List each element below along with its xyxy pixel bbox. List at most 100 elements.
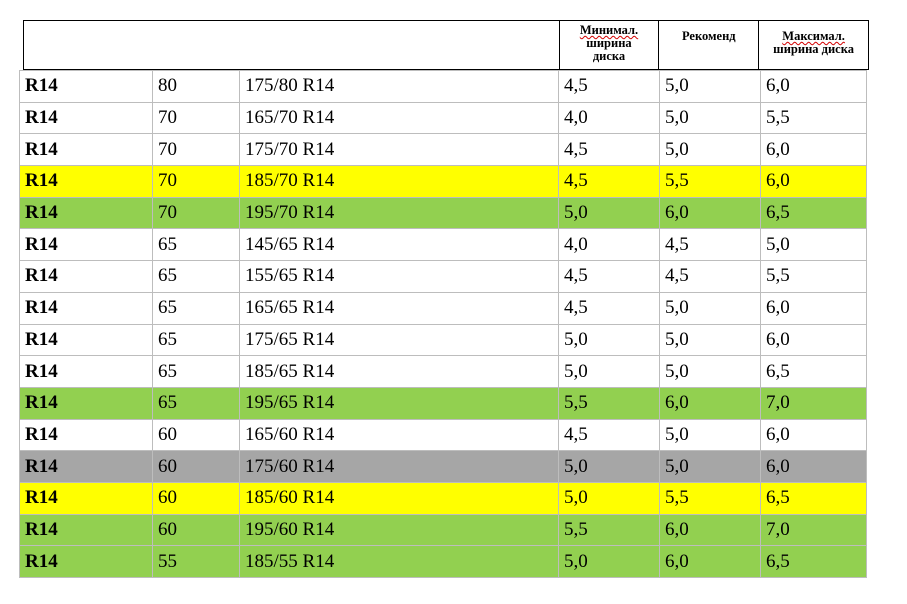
cell-rim: R14 <box>19 418 153 452</box>
cell-tire-size: 185/65 R14 <box>239 355 559 388</box>
table-row: R14 65 195/65 R14 5,5 6,0 7,0 <box>19 386 867 420</box>
cell-rim: R14 <box>19 323 153 357</box>
cell-recommended-width: 5,0 <box>659 355 761 388</box>
cell-rim: R14 <box>19 260 153 293</box>
header-min-width-line3: диска <box>592 49 626 63</box>
cell-min-width: 4,5 <box>558 133 660 167</box>
cell-recommended-width: 5,0 <box>659 291 761 325</box>
cell-recommended-width: 5,0 <box>659 450 761 483</box>
cell-min-width: 4,0 <box>558 228 660 262</box>
cell-min-width: 4,5 <box>558 418 660 452</box>
cell-rim: R14 <box>19 513 153 547</box>
cell-max-width: 7,0 <box>760 386 867 420</box>
cell-recommended-width: 5,0 <box>659 418 761 452</box>
cell-profile: 80 <box>152 70 240 103</box>
cell-recommended-width: 6,0 <box>659 386 761 420</box>
cell-max-width: 5,0 <box>760 228 867 262</box>
header-max-width: Максимал. ширина диска <box>758 20 869 70</box>
table-row: R14 60 175/60 R14 5,0 5,0 6,0 <box>19 450 867 483</box>
cell-max-width: 6,0 <box>760 323 867 357</box>
cell-max-width: 5,5 <box>760 101 867 135</box>
table-body: R14 80 175/80 R14 4,5 5,0 6,0 R14 70 165/70 R14 4… <box>19 70 867 578</box>
cell-max-width: 6,5 <box>760 355 867 388</box>
cell-max-width: 7,0 <box>760 513 867 547</box>
table-row: R14 70 195/70 R14 5,0 6,0 6,5 <box>19 196 867 230</box>
cell-tire-size: 185/70 R14 <box>239 165 559 198</box>
cell-max-width: 6,0 <box>760 70 867 103</box>
cell-rim: R14 <box>19 101 153 135</box>
cell-profile: 60 <box>152 418 240 452</box>
cell-min-width: 5,0 <box>558 196 660 230</box>
cell-min-width: 4,5 <box>558 165 660 198</box>
cell-profile: 65 <box>152 291 240 325</box>
tire-size-table: R14 80 175/80 R14 4,5 5,0 6,0 R14 70 165/70 R14 4… <box>19 70 867 578</box>
cell-recommended-width: 5,0 <box>659 323 761 357</box>
table-row: R14 60 195/60 R14 5,5 6,0 7,0 <box>19 513 867 547</box>
cell-max-width: 6,0 <box>760 418 867 452</box>
header-row: Минимал. ширина диска Рекоменд Максимал.… <box>23 20 869 70</box>
header-blank-cell <box>23 20 560 70</box>
cell-tire-size: 175/70 R14 <box>239 133 559 167</box>
header-min-width: Минимал. ширина диска <box>558 20 660 70</box>
table-row: R14 65 185/65 R14 5,0 5,0 6,5 <box>19 355 867 388</box>
cell-recommended-width: 5,0 <box>659 133 761 167</box>
cell-min-width: 5,5 <box>558 386 660 420</box>
cell-tire-size: 175/60 R14 <box>239 450 559 483</box>
table-row: R14 70 175/70 R14 4,5 5,0 6,0 <box>19 133 867 167</box>
cell-recommended-width: 5,0 <box>659 70 761 103</box>
header-max-width-line2: ширина диска <box>773 42 854 56</box>
cell-min-width: 4,0 <box>558 101 660 135</box>
cell-min-width: 4,5 <box>558 70 660 103</box>
cell-min-width: 5,0 <box>558 355 660 388</box>
header-max-width-line1: Максимал. <box>782 29 845 43</box>
table-row: R14 65 165/65 R14 4,5 5,0 6,0 <box>19 291 867 325</box>
cell-min-width: 4,5 <box>558 260 660 293</box>
table-row: R14 65 175/65 R14 5,0 5,0 6,0 <box>19 323 867 357</box>
cell-rim: R14 <box>19 291 153 325</box>
cell-recommended-width: 6,0 <box>659 513 761 547</box>
cell-tire-size: 165/70 R14 <box>239 101 559 135</box>
table-row: R14 70 185/70 R14 4,5 5,5 6,0 <box>19 165 867 198</box>
cell-min-width: 5,0 <box>558 545 660 578</box>
cell-min-width: 5,0 <box>558 481 660 515</box>
cell-rim: R14 <box>19 70 153 103</box>
cell-rim: R14 <box>19 386 153 420</box>
cell-rim: R14 <box>19 133 153 167</box>
cell-tire-size: 195/60 R14 <box>239 513 559 547</box>
cell-rim: R14 <box>19 228 153 262</box>
cell-max-width: 6,0 <box>760 165 867 198</box>
cell-rim: R14 <box>19 196 153 230</box>
cell-tire-size: 165/60 R14 <box>239 418 559 452</box>
cell-max-width: 6,0 <box>760 291 867 325</box>
cell-profile: 60 <box>152 450 240 483</box>
cell-tire-size: 195/65 R14 <box>239 386 559 420</box>
cell-profile: 70 <box>152 133 240 167</box>
cell-rim: R14 <box>19 450 153 483</box>
cell-profile: 55 <box>152 545 240 578</box>
cell-tire-size: 175/65 R14 <box>239 323 559 357</box>
header-recommended: Рекоменд <box>658 20 760 70</box>
cell-min-width: 4,5 <box>558 291 660 325</box>
cell-max-width: 5,5 <box>760 260 867 293</box>
cell-min-width: 5,0 <box>558 450 660 483</box>
cell-tire-size: 165/65 R14 <box>239 291 559 325</box>
cell-recommended-width: 5,5 <box>659 481 761 515</box>
header-table: Минимал. ширина диска Рекоменд Максимал.… <box>23 20 869 70</box>
cell-profile: 65 <box>152 386 240 420</box>
cell-tire-size: 155/65 R14 <box>239 260 559 293</box>
table-row: R14 65 155/65 R14 4,5 4,5 5,5 <box>19 260 867 293</box>
cell-rim: R14 <box>19 355 153 388</box>
cell-recommended-width: 5,0 <box>659 101 761 135</box>
header-recommended-label: Рекоменд <box>681 29 736 43</box>
table-row: R14 70 165/70 R14 4,0 5,0 5,5 <box>19 101 867 135</box>
cell-min-width: 5,5 <box>558 513 660 547</box>
cell-profile: 65 <box>152 228 240 262</box>
cell-max-width: 6,0 <box>760 133 867 167</box>
cell-recommended-width: 5,5 <box>659 165 761 198</box>
table-row: R14 60 185/60 R14 5,0 5,5 6,5 <box>19 481 867 515</box>
cell-rim: R14 <box>19 481 153 515</box>
cell-profile: 70 <box>152 165 240 198</box>
cell-max-width: 6,5 <box>760 481 867 515</box>
cell-max-width: 6,5 <box>760 196 867 230</box>
cell-tire-size: 175/80 R14 <box>239 70 559 103</box>
